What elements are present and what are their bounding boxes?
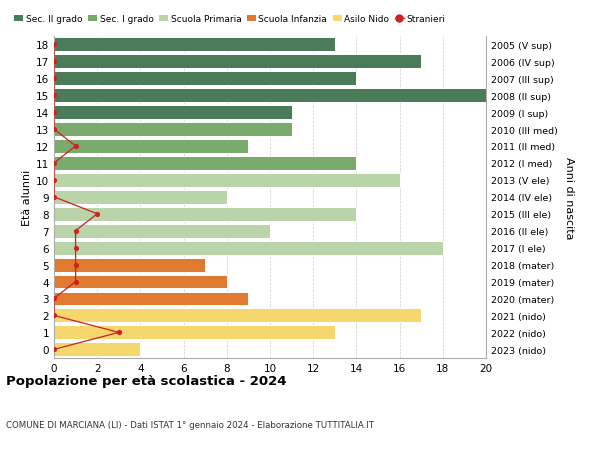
Point <box>49 177 59 184</box>
Point <box>49 312 59 319</box>
Point <box>92 211 102 218</box>
Point <box>71 261 80 269</box>
Bar <box>54 140 248 154</box>
Bar <box>54 326 335 340</box>
Bar <box>54 123 292 137</box>
Bar <box>54 258 205 272</box>
Bar <box>54 174 400 187</box>
Bar <box>54 342 140 357</box>
Point <box>71 278 80 285</box>
Point <box>49 92 59 100</box>
Point <box>49 109 59 117</box>
Point <box>49 58 59 66</box>
Bar <box>54 38 335 52</box>
Bar <box>54 309 421 323</box>
Point <box>71 245 80 252</box>
Bar <box>54 207 356 221</box>
Point <box>49 346 59 353</box>
Legend: Sec. II grado, Sec. I grado, Scuola Primaria, Scuola Infanzia, Asilo Nido, Stran: Sec. II grado, Sec. I grado, Scuola Prim… <box>11 11 449 28</box>
Text: COMUNE DI MARCIANA (LI) - Dati ISTAT 1° gennaio 2024 - Elaborazione TUTTITALIA.I: COMUNE DI MARCIANA (LI) - Dati ISTAT 1° … <box>6 420 374 429</box>
Bar <box>54 275 227 289</box>
Bar <box>54 157 356 170</box>
Bar <box>54 55 421 69</box>
Bar <box>54 89 486 103</box>
Point <box>114 329 124 336</box>
Point <box>49 75 59 83</box>
Point <box>49 41 59 49</box>
Bar <box>54 224 270 238</box>
Y-axis label: Anni di nascita: Anni di nascita <box>565 156 574 239</box>
Point <box>71 228 80 235</box>
Bar <box>54 72 356 86</box>
Text: Popolazione per età scolastica - 2024: Popolazione per età scolastica - 2024 <box>6 374 287 387</box>
Point <box>49 126 59 134</box>
Y-axis label: Età alunni: Età alunni <box>22 169 32 225</box>
Bar <box>54 292 248 306</box>
Point <box>71 143 80 150</box>
Point <box>49 160 59 167</box>
Bar <box>54 190 227 204</box>
Point <box>49 194 59 201</box>
Bar <box>54 241 443 255</box>
Bar <box>54 106 292 120</box>
Point <box>49 295 59 302</box>
